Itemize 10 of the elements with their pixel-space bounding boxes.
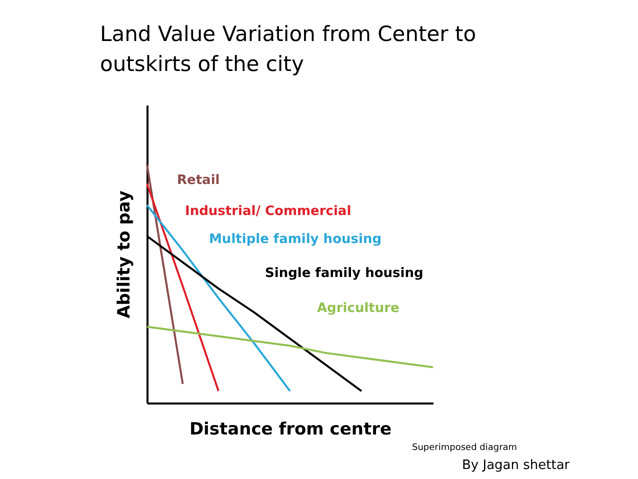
- x-axis-title: Distance from centre: [189, 420, 392, 440]
- text: By Jagan shettar: [462, 458, 570, 473]
- text: Single family housing: [265, 266, 424, 281]
- chart-title: Land Value Variation from Center to outskirts of the city: [100, 22, 476, 76]
- series-label: Retail: [177, 173, 220, 188]
- series-label: Multiple family housing: [209, 232, 382, 247]
- text: Agriculture: [317, 301, 400, 316]
- text: Superimposed diagram: [412, 443, 518, 453]
- series-label: Industrial/ Commercial: [185, 204, 352, 219]
- y-axis-title: Ability to pay: [114, 190, 134, 318]
